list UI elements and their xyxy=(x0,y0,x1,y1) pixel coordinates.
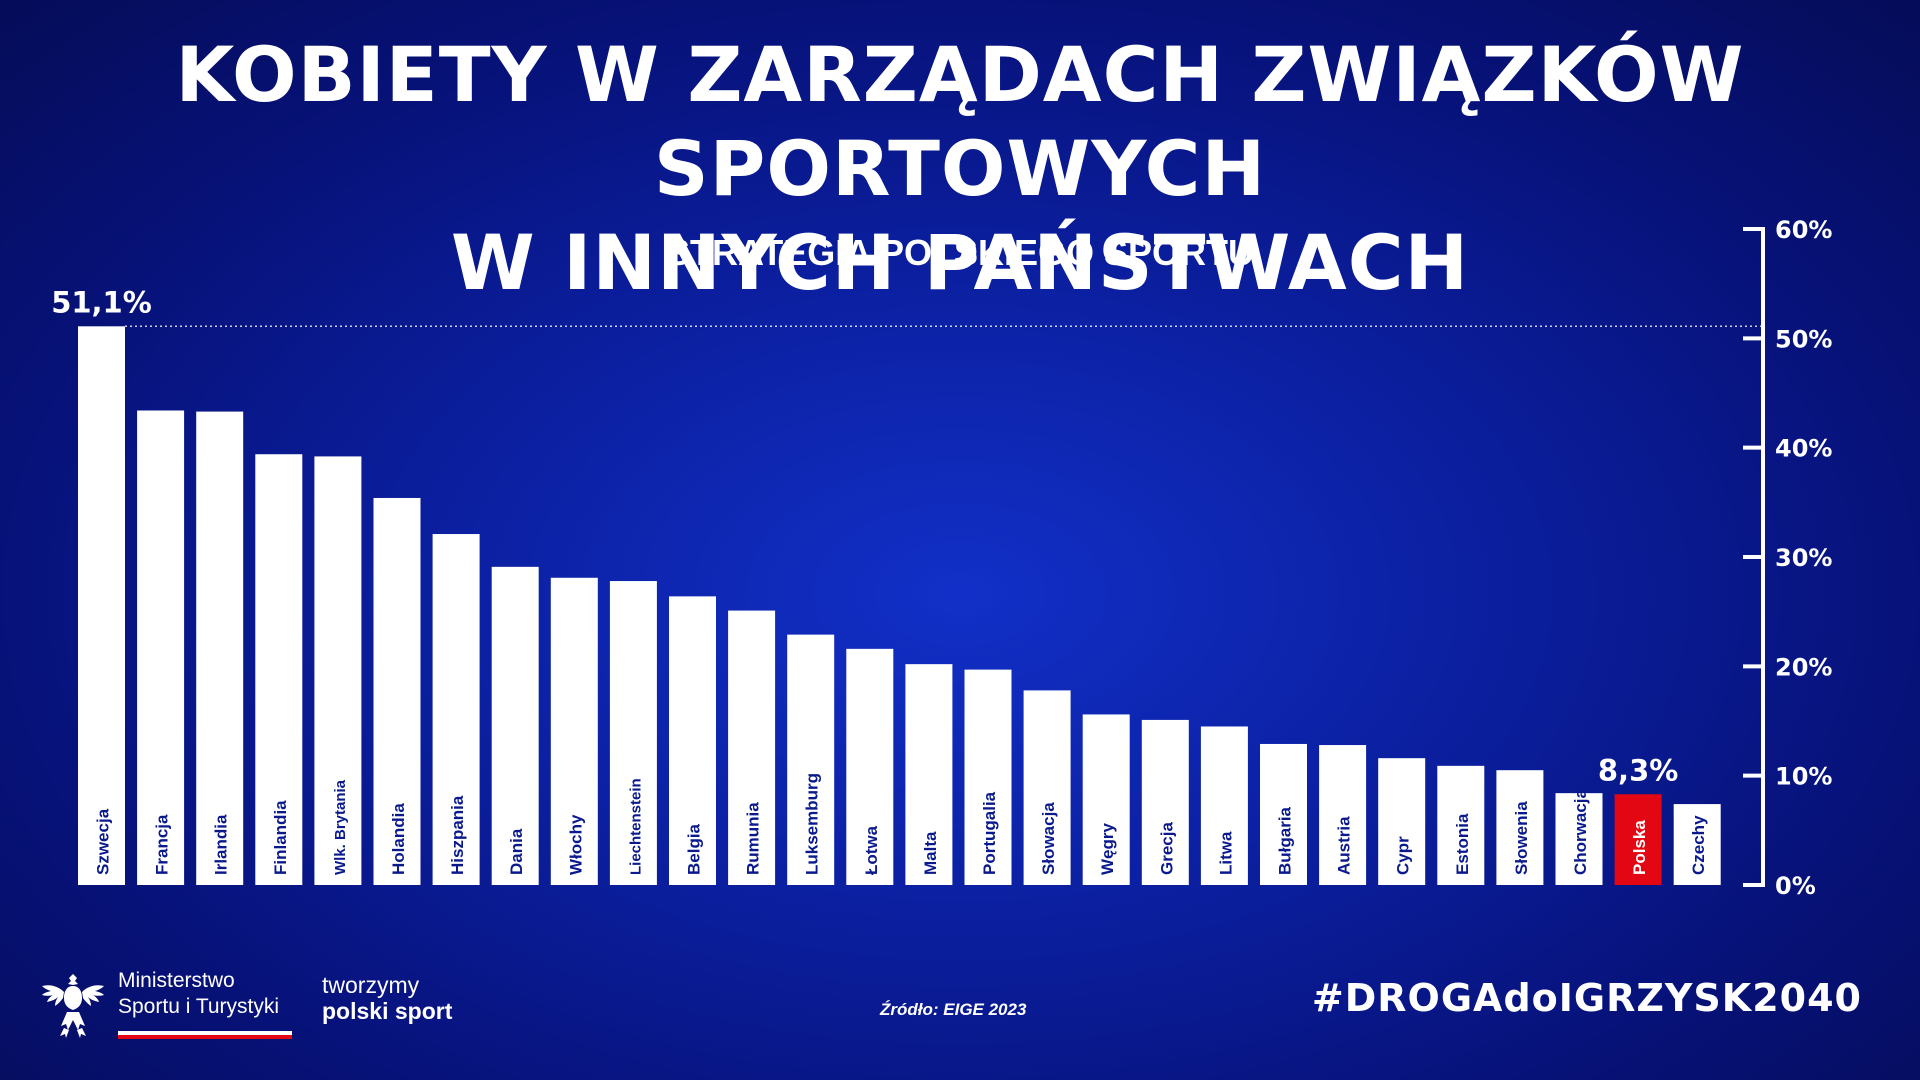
bar-category-label: Chorwacja xyxy=(1571,788,1590,875)
bar-category-label: Szwecja xyxy=(94,808,113,875)
bar-category-label: Litwa xyxy=(1216,831,1235,875)
title-line-1: KOBIETY W ZARZĄDACH ZWIĄZKÓW SPORTOWYCH xyxy=(175,30,1745,213)
bar-category-label: Irlandia xyxy=(212,814,231,875)
bar xyxy=(1614,794,1662,885)
ministry-line-2: Sportu i Turystyki xyxy=(118,995,280,1018)
bar-category-label: Austria xyxy=(1335,816,1354,875)
bar xyxy=(787,634,835,885)
bar-category-label: Holandia xyxy=(389,803,408,875)
bar xyxy=(1496,770,1544,885)
data-label: 51,1% xyxy=(51,285,152,319)
bar xyxy=(137,410,185,885)
bar-category-label: Wlk. Brytania xyxy=(332,779,349,875)
bar-category-label: Luksemburg xyxy=(803,773,822,875)
bar-category-label: Francja xyxy=(153,814,172,875)
bar xyxy=(1141,719,1189,885)
chart-title: KOBIETY W ZARZĄDACH ZWIĄZKÓW SPORTOWYCH … xyxy=(0,28,1920,310)
eagle-emblem-icon xyxy=(42,974,104,1038)
bar-category-label: Estonia xyxy=(1453,813,1472,875)
slogan-line-1: tworzymy xyxy=(322,972,420,998)
bar-category-label: Słowacja xyxy=(1039,802,1058,875)
bar xyxy=(255,454,303,885)
hashtag: #DROGAdoIGRZYSK2040 xyxy=(1311,976,1862,1020)
y-tick-label: 50% xyxy=(1775,325,1832,353)
bar-category-label: Polska xyxy=(1630,820,1649,875)
bar xyxy=(1082,714,1130,885)
bar xyxy=(964,669,1012,885)
ministry-logo: Ministerstwo Sportu i Turystyki xyxy=(40,968,292,1046)
bar xyxy=(846,648,894,885)
bar-category-label: Łotwa xyxy=(862,825,881,875)
bar-category-label: Cypr xyxy=(1394,836,1413,875)
bar xyxy=(669,596,716,885)
bar xyxy=(550,577,598,885)
chart-subtitle: STRATEGIA POLSKIEGO SPORTU xyxy=(665,232,1255,273)
y-tick-label: 30% xyxy=(1775,544,1832,572)
y-tick-label: 60% xyxy=(1775,216,1832,244)
bar-category-label: Dania xyxy=(507,828,526,875)
bar-category-label: Rumunia xyxy=(744,802,763,875)
bar-category-label: Bułgaria xyxy=(1276,806,1295,875)
bar xyxy=(905,664,953,885)
y-tick-label: 0% xyxy=(1775,872,1816,900)
bar xyxy=(1260,743,1307,885)
bar-category-label: Włochy xyxy=(566,814,585,875)
bar xyxy=(1673,804,1721,885)
ministry-line-1: Ministerstwo xyxy=(118,969,235,992)
bar xyxy=(373,497,421,885)
bar xyxy=(1023,690,1071,885)
y-tick-label: 40% xyxy=(1775,435,1832,463)
bar xyxy=(1378,758,1426,885)
bar-category-label: Hiszpania xyxy=(448,795,467,875)
bar xyxy=(314,456,362,885)
source-note: Źródło: EIGE 2023 xyxy=(880,1000,1027,1019)
bar xyxy=(432,534,480,885)
bar xyxy=(1319,745,1367,885)
y-tick-label: 10% xyxy=(1775,763,1832,791)
bar xyxy=(196,411,244,885)
bar-category-label: Finlandia xyxy=(271,800,290,875)
bar xyxy=(728,610,776,885)
bar-category-label: Słowenia xyxy=(1512,801,1531,875)
y-tick-label: 20% xyxy=(1775,653,1832,681)
title-line-2: W INNYCH PAŃSTWACH xyxy=(450,218,1470,307)
bar-category-label: Belgia xyxy=(685,823,704,875)
bar-category-label: Grecja xyxy=(1157,822,1176,875)
slogan-line-2: polski sport xyxy=(322,998,453,1024)
slogan-logo: tworzymy polski sport xyxy=(322,972,452,1024)
bar xyxy=(1555,793,1603,885)
polish-flag-line-icon xyxy=(118,1031,292,1039)
data-label: 8,3% xyxy=(1598,753,1678,787)
bar-category-label: Malta xyxy=(921,831,940,875)
bar xyxy=(1437,765,1485,885)
bar xyxy=(609,581,657,885)
bar xyxy=(491,566,539,885)
bar-category-label: Portugalia xyxy=(980,791,999,875)
bar-category-label: Czechy xyxy=(1689,815,1708,875)
bar-category-label: Liechtenstein xyxy=(627,778,644,875)
bar xyxy=(78,326,125,886)
bar-category-label: Węgry xyxy=(1098,823,1117,876)
bar xyxy=(1200,726,1248,885)
